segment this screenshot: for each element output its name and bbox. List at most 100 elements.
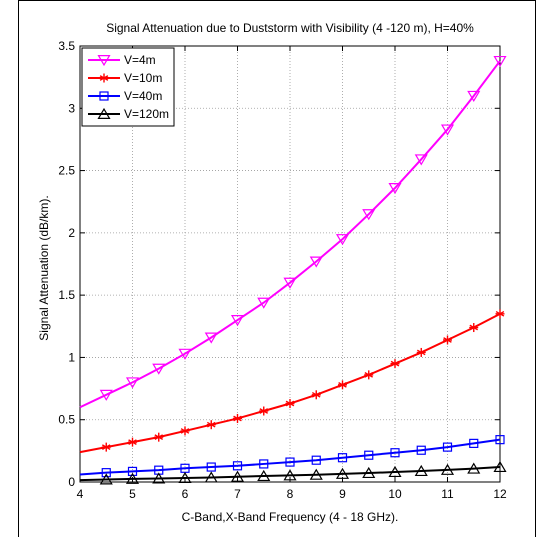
data-point	[390, 359, 400, 369]
legend-marker	[99, 91, 109, 101]
legend-label: V=4m	[124, 53, 156, 67]
series-v-40m	[79, 435, 505, 478]
legend: V=4m V=10m V=40m V=120m	[81, 47, 175, 127]
legend-label: V=10m	[124, 71, 162, 85]
data-point	[443, 335, 452, 345]
data-point	[178, 348, 192, 360]
data-point	[152, 472, 166, 484]
frame-left-border	[18, 0, 19, 537]
data-point	[311, 390, 321, 400]
data-point	[335, 467, 350, 479]
data-point	[337, 453, 348, 463]
data-point	[128, 437, 137, 447]
frame-right-border	[535, 0, 536, 537]
data-point	[364, 370, 374, 380]
data-point	[362, 209, 376, 221]
data-point	[416, 347, 426, 357]
data-point	[440, 463, 455, 475]
series-v-10m	[79, 309, 505, 454]
frame-top-border	[18, 0, 536, 1]
data-point	[440, 124, 455, 136]
x-tick-label: 12	[493, 487, 507, 501]
data-point	[335, 234, 350, 246]
series-v-120m	[79, 460, 507, 485]
y-tick-label: 1	[68, 350, 75, 364]
chart-title: Signal Attenuation due to Duststorm with…	[106, 21, 474, 35]
data-point	[469, 438, 479, 448]
data-point	[101, 468, 111, 478]
data-point	[467, 90, 481, 102]
data-point	[495, 309, 505, 319]
data-point	[285, 399, 295, 409]
y-tick-label: 2.5	[58, 164, 75, 178]
data-point	[493, 55, 507, 68]
data-point	[257, 469, 271, 482]
x-tick-label: 7	[234, 487, 241, 501]
series-group	[79, 55, 507, 485]
y-tick-label: 0.5	[58, 413, 75, 427]
data-point	[204, 332, 218, 344]
legend-item: V=120m	[88, 107, 169, 121]
data-point	[125, 377, 140, 389]
x-tick-label: 8	[287, 487, 294, 501]
legend-item: V=40m	[88, 89, 162, 103]
data-point	[467, 462, 481, 474]
data-point	[99, 389, 113, 401]
data-point	[127, 466, 138, 477]
data-point	[388, 183, 402, 195]
x-tick-label: 10	[388, 487, 402, 501]
data-point	[493, 460, 507, 473]
data-point	[125, 472, 140, 484]
data-point	[206, 420, 216, 430]
legend-marker	[99, 73, 109, 83]
data-point	[309, 256, 323, 268]
legend-item: V=10m	[88, 71, 162, 85]
y-tick-label: 3.5	[58, 39, 75, 53]
legend-marker	[97, 107, 111, 120]
data-point	[206, 462, 216, 472]
data-point	[204, 471, 218, 483]
data-point	[495, 435, 505, 445]
data-point	[233, 413, 242, 423]
data-point	[178, 471, 192, 484]
axis-ticks: 4 5 6 7 8 9 10 11 12 0 0.5 1 1.5 2 2.5 3 3.5	[58, 39, 507, 501]
data-point	[230, 315, 245, 327]
data-point	[259, 406, 269, 416]
y-axis-label: Signal Attenuation (dB/km).	[37, 195, 51, 340]
data-point	[101, 442, 111, 452]
data-point	[309, 468, 323, 480]
data-point	[283, 277, 297, 289]
legend-label: V=120m	[124, 107, 169, 121]
data-point	[180, 426, 190, 436]
data-point	[362, 466, 376, 479]
series-v-4m	[79, 55, 507, 409]
data-point	[257, 297, 271, 309]
legend-marker	[97, 54, 111, 67]
x-tick-label: 6	[182, 487, 189, 501]
y-tick-label: 3	[68, 101, 75, 115]
series-line	[79, 438, 501, 476]
data-point	[285, 457, 295, 467]
x-tick-label: 9	[339, 487, 346, 501]
data-point	[338, 380, 347, 390]
legend-label: V=40m	[124, 89, 162, 103]
data-point	[99, 473, 113, 485]
legend-item: V=4m	[88, 53, 156, 67]
data-point	[442, 442, 453, 452]
x-tick-label: 5	[129, 487, 136, 501]
data-point	[154, 432, 164, 442]
x-tick-label: 11	[441, 487, 454, 501]
data-point	[259, 459, 269, 469]
data-point	[390, 448, 400, 458]
y-tick-label: 0	[68, 475, 75, 489]
data-point	[283, 469, 297, 481]
y-tick-label: 1.5	[58, 288, 75, 302]
data-point	[232, 461, 243, 471]
data-point	[311, 455, 321, 465]
data-point	[414, 154, 428, 166]
data-point	[230, 470, 245, 482]
series-line	[79, 60, 501, 409]
data-point	[388, 465, 402, 478]
y-tick-label: 2	[68, 226, 75, 240]
